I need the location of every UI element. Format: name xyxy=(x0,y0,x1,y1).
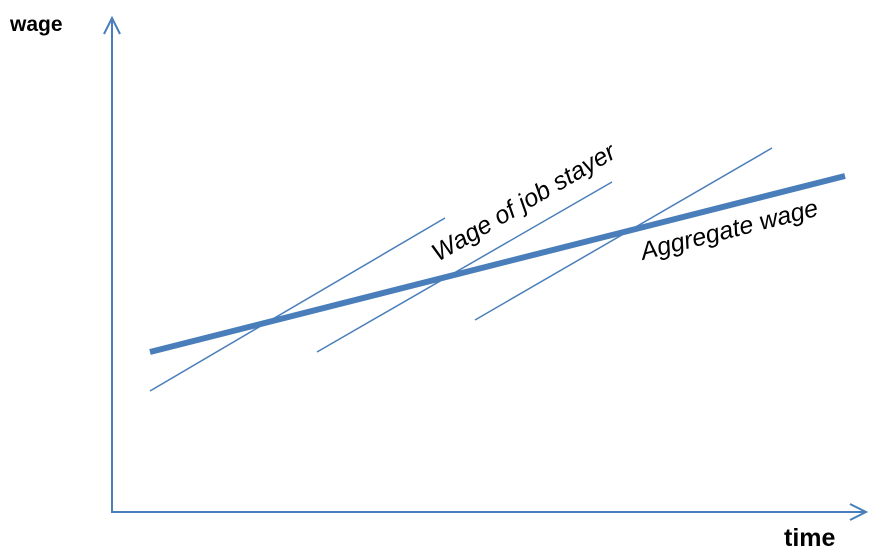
x-axis-label: time xyxy=(784,524,836,551)
x-axis-arrow xyxy=(849,503,869,521)
job-stayer-label: Wage of job stayer xyxy=(427,137,622,267)
y-axis-arrow xyxy=(103,15,121,35)
aggregate-line xyxy=(149,173,846,355)
job-stayer-line xyxy=(149,217,446,392)
y-axis-label: wage xyxy=(9,13,63,36)
job-stayer-line xyxy=(316,181,613,353)
